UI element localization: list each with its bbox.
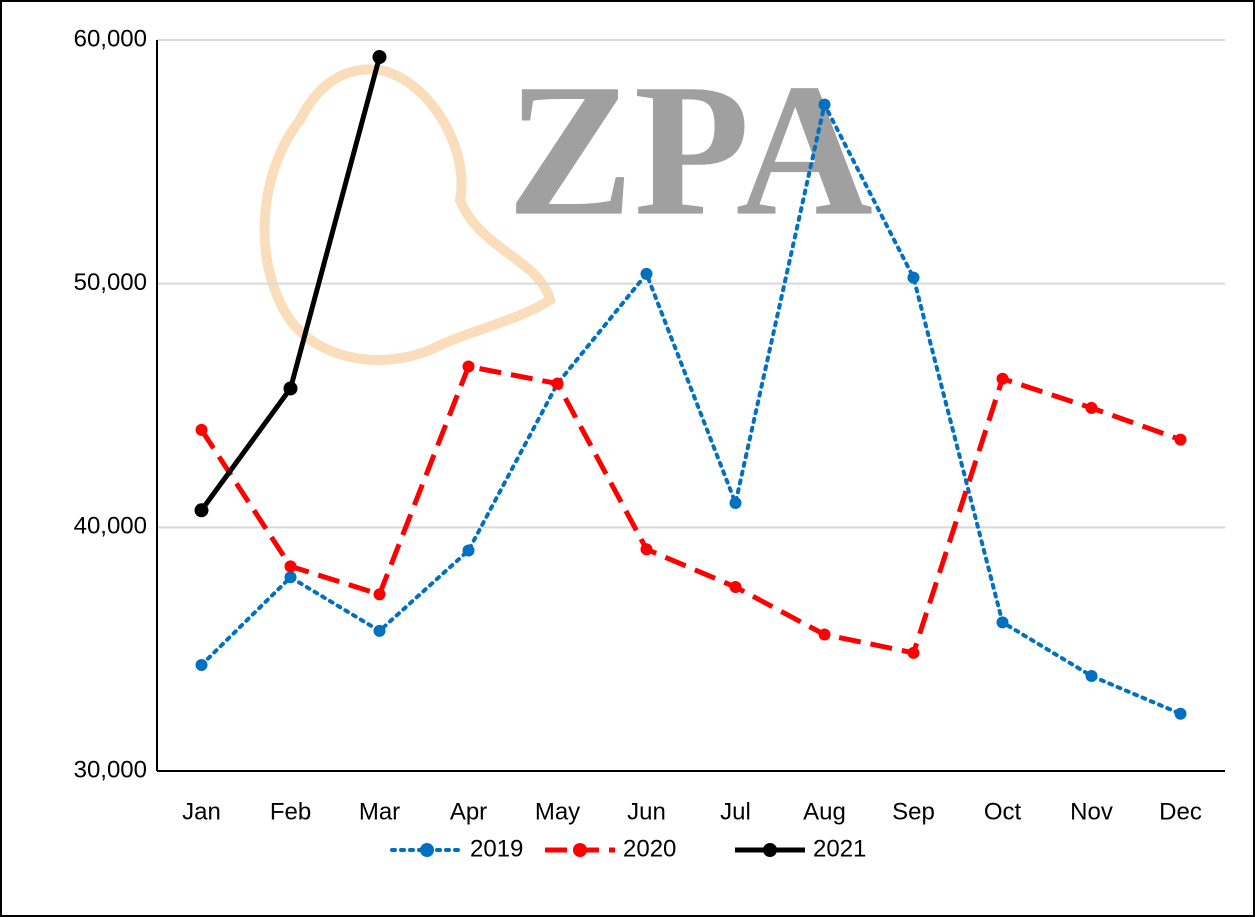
data-point — [462, 544, 475, 557]
series-line — [199, 363, 1182, 656]
data-point — [551, 377, 564, 390]
legend-label: 2019 — [470, 835, 523, 862]
data-point — [462, 360, 475, 373]
data-point — [729, 496, 742, 509]
data-point — [283, 381, 298, 396]
x-tick-label: Nov — [1070, 798, 1113, 825]
legend-marker — [420, 843, 434, 857]
data-point — [1174, 707, 1187, 720]
data-point — [996, 372, 1009, 385]
legend-marker — [763, 843, 777, 857]
data-point — [996, 616, 1009, 629]
data-point — [1085, 669, 1098, 682]
legend-marker — [573, 843, 587, 857]
data-point — [372, 50, 387, 65]
x-tick-label: Sep — [892, 798, 935, 825]
data-point — [194, 503, 209, 518]
legend-label: 2021 — [813, 835, 866, 862]
legend-label: 2020 — [623, 835, 676, 862]
data-point — [195, 659, 208, 672]
x-tick-label: Aug — [803, 798, 846, 825]
data-point — [907, 271, 920, 284]
x-tick-label: Dec — [1159, 798, 1202, 825]
x-tick-label: Jun — [627, 798, 666, 825]
data-point — [729, 581, 742, 594]
watermark-logo — [259, 64, 556, 365]
y-tick-label: 60,000 — [74, 25, 147, 52]
data-point — [818, 98, 831, 111]
watermark-hen — [259, 64, 556, 365]
data-point — [640, 543, 653, 556]
data-point — [195, 423, 208, 436]
data-point — [1174, 433, 1187, 446]
data-point — [284, 571, 297, 584]
data-point — [907, 646, 920, 659]
x-tick-label: Mar — [359, 798, 400, 825]
series-line — [199, 98, 1183, 716]
x-tick-label: Apr — [450, 798, 487, 825]
x-tick-label: May — [535, 798, 580, 825]
y-tick-label: 30,000 — [74, 756, 147, 783]
data-point — [373, 624, 386, 637]
data-point — [818, 628, 831, 641]
x-tick-label: Oct — [984, 798, 1022, 825]
y-tick-label: 40,000 — [74, 513, 147, 540]
x-tick-label: Jul — [720, 798, 751, 825]
data-point — [640, 267, 653, 280]
x-tick-label: Feb — [270, 798, 311, 825]
y-tick-label: 50,000 — [74, 269, 147, 296]
x-tick-label: Jan — [182, 798, 221, 825]
data-point — [373, 588, 386, 601]
watermark-text: ZPA — [507, 46, 873, 256]
data-point — [1085, 401, 1098, 414]
data-point — [284, 560, 297, 573]
